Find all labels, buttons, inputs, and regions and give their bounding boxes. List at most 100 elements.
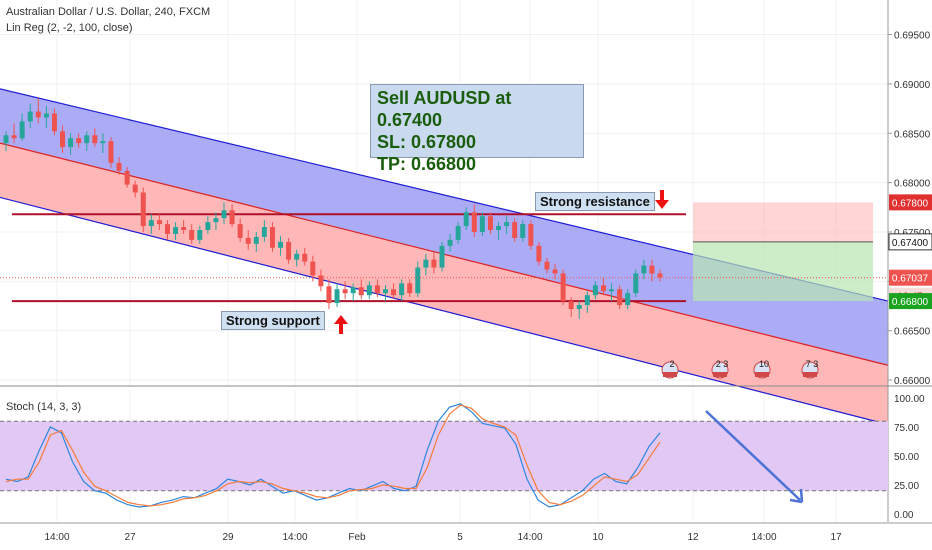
price-tick-label: 0.66500 <box>894 327 931 338</box>
time-tick-label: 14:00 <box>517 532 542 543</box>
candle-body <box>423 259 429 268</box>
support-label: Strong support <box>221 311 325 330</box>
current-price-label-bg <box>889 269 932 286</box>
candle-body <box>649 265 655 274</box>
candle-body <box>181 227 187 231</box>
candle-body <box>391 289 397 296</box>
stoch-tick-label: 50.00 <box>894 452 919 463</box>
event-count: 10 <box>759 359 769 369</box>
candle-body <box>600 285 606 292</box>
price-tick-label: 0.68000 <box>894 179 931 190</box>
candle-body <box>520 224 526 238</box>
event-flag-stripe <box>713 372 727 377</box>
trade-setup-box: Sell AUDUSD at 0.67400 SL: 0.67800 TP: 0… <box>370 84 584 174</box>
candle-body <box>108 141 114 163</box>
sl-price-label: 0.67800 <box>892 198 929 209</box>
event-flag-stripe <box>663 372 677 377</box>
candle-body <box>302 253 308 262</box>
time-tick-label: 5 <box>457 532 463 543</box>
time-tick-label: 10 <box>592 532 604 543</box>
symbol-title: Australian Dollar / U.S. Dollar, 240, FX… <box>6 6 211 18</box>
candle-body <box>197 230 203 240</box>
stoch-tick-label: 100.00 <box>894 394 925 405</box>
price-tick-label: 0.66000 <box>894 376 931 387</box>
candle-body <box>576 305 582 309</box>
trend-arrow-head <box>789 488 804 504</box>
candle-body <box>213 218 219 223</box>
candle-body <box>560 273 566 302</box>
support-arrow <box>334 315 348 334</box>
candle-body <box>487 216 493 231</box>
stoch-band <box>0 421 888 491</box>
event-flag-stripe <box>803 372 817 377</box>
time-tick-label: 29 <box>222 532 234 543</box>
candle-body <box>407 283 413 294</box>
candle-body <box>286 241 292 260</box>
resistance-arrow <box>655 190 669 209</box>
take-profit-zone <box>693 241 873 302</box>
candle-body <box>326 286 332 304</box>
candle-body <box>3 135 9 144</box>
candle-body <box>310 261 316 276</box>
candle-body <box>148 220 154 227</box>
candle-body <box>641 265 647 274</box>
candle-body <box>439 245 445 268</box>
candle-body <box>19 121 25 139</box>
price-tick-label: 0.69500 <box>894 31 931 42</box>
candle-body <box>334 289 340 304</box>
candle-body <box>92 135 98 144</box>
candle-body <box>350 287 356 294</box>
trade-sl-text: SL: 0.67800 <box>377 132 477 152</box>
candle-body <box>60 131 66 148</box>
candle-body <box>100 141 106 144</box>
candle-body <box>544 261 550 270</box>
candle-body <box>512 222 518 238</box>
candle-body <box>584 295 590 306</box>
candle-body <box>261 227 267 237</box>
entry-price-label: 0.67400 <box>892 238 929 249</box>
tp-price-label-bg <box>889 293 932 310</box>
channel-lower-line <box>0 196 889 426</box>
candle-body <box>617 289 623 306</box>
price-tick-label: 0.69000 <box>894 80 931 91</box>
time-tick-label: 14:00 <box>282 532 307 543</box>
candle-body <box>455 226 461 240</box>
time-tick-label: 14:00 <box>751 532 776 543</box>
stoch-tick-label: 75.00 <box>894 423 919 434</box>
time-tick-label: 14:00 <box>44 532 69 543</box>
candle-body <box>382 289 388 294</box>
candle-body <box>43 113 49 118</box>
candle-body <box>245 237 251 244</box>
current-price-label: 0.67037 <box>892 274 929 285</box>
candle-body <box>269 227 275 248</box>
time-tick-label: 27 <box>124 532 136 543</box>
candle-body <box>657 273 663 278</box>
time-tick-label: Feb <box>348 532 366 543</box>
stoch-series-k <box>5 403 661 508</box>
candle-body <box>496 226 502 231</box>
time-tick-label: 12 <box>687 532 699 543</box>
price-tick-label: 0.68500 <box>894 129 931 140</box>
candle-body <box>358 287 364 296</box>
candle-body <box>124 170 130 185</box>
entry-price-label-bg <box>888 233 932 251</box>
candle-body <box>51 113 57 132</box>
candle-body <box>471 212 477 232</box>
candle-body <box>374 285 380 294</box>
candle-body <box>253 236 259 244</box>
candle-body <box>221 210 227 219</box>
candle-body <box>205 222 211 231</box>
candle-body <box>536 245 542 262</box>
event-count: 2 <box>669 359 674 369</box>
trend-arrow-line <box>705 410 801 501</box>
candle-body <box>625 293 631 306</box>
candle-body <box>447 239 453 246</box>
candle-body <box>237 224 243 238</box>
candle-body <box>342 289 348 294</box>
candle-body <box>609 289 615 292</box>
event-flag-stripe <box>755 372 769 377</box>
candle-body <box>592 285 598 296</box>
candle-body <box>27 111 33 122</box>
